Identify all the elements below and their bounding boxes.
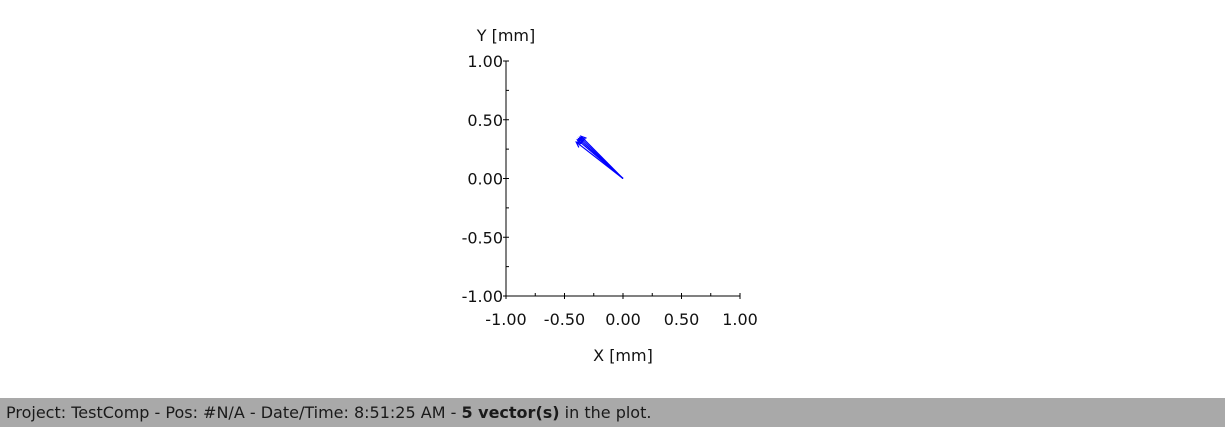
y-tick-label: 0.50: [467, 111, 503, 130]
y-tick-label: -0.50: [462, 228, 503, 247]
y-tick-label: 1.00: [467, 52, 503, 71]
status-prefix: Project: TestComp - Pos: #N/A - Date/Tim…: [6, 403, 462, 422]
vectors: [575, 135, 624, 179]
y-tick-label: -1.00: [462, 287, 503, 306]
x-tick-label: 0.50: [664, 310, 700, 329]
vector: [575, 141, 624, 179]
vector: [577, 137, 624, 179]
x-tick-label: -1.00: [485, 310, 526, 329]
vector-arrowhead: [577, 137, 585, 145]
vector-shaft: [578, 138, 624, 179]
tick-labels: 1.00 0.50 0.00 -0.50 -1.00 -1.00 -0.50 0.00 0.50…: [462, 52, 758, 329]
status-vector-count: 5 vector(s): [461, 403, 560, 422]
x-tick-label: -0.50: [544, 310, 585, 329]
ticks: [503, 60, 741, 299]
y-axis-label: Y [mm]: [476, 26, 536, 45]
status-suffix: in the plot.: [559, 403, 652, 422]
plot-area: 1.00 0.50 0.00 -0.50 -1.00 -1.00 -0.50 0.00 0.50…: [461, 26, 758, 365]
x-axis-label: X [mm]: [593, 346, 653, 365]
vector-shaft: [575, 141, 624, 179]
status-bar: Project: TestComp - Pos: #N/A - Date/Tim…: [0, 398, 1225, 427]
vector-plot: 1.00 0.50 0.00 -0.50 -1.00 -1.00 -0.50 0.00 0.50…: [462, 26, 758, 365]
y-tick-label: 0.00: [467, 170, 503, 189]
x-tick-label: 0.00: [605, 310, 641, 329]
x-tick-label: 1.00: [722, 310, 758, 329]
